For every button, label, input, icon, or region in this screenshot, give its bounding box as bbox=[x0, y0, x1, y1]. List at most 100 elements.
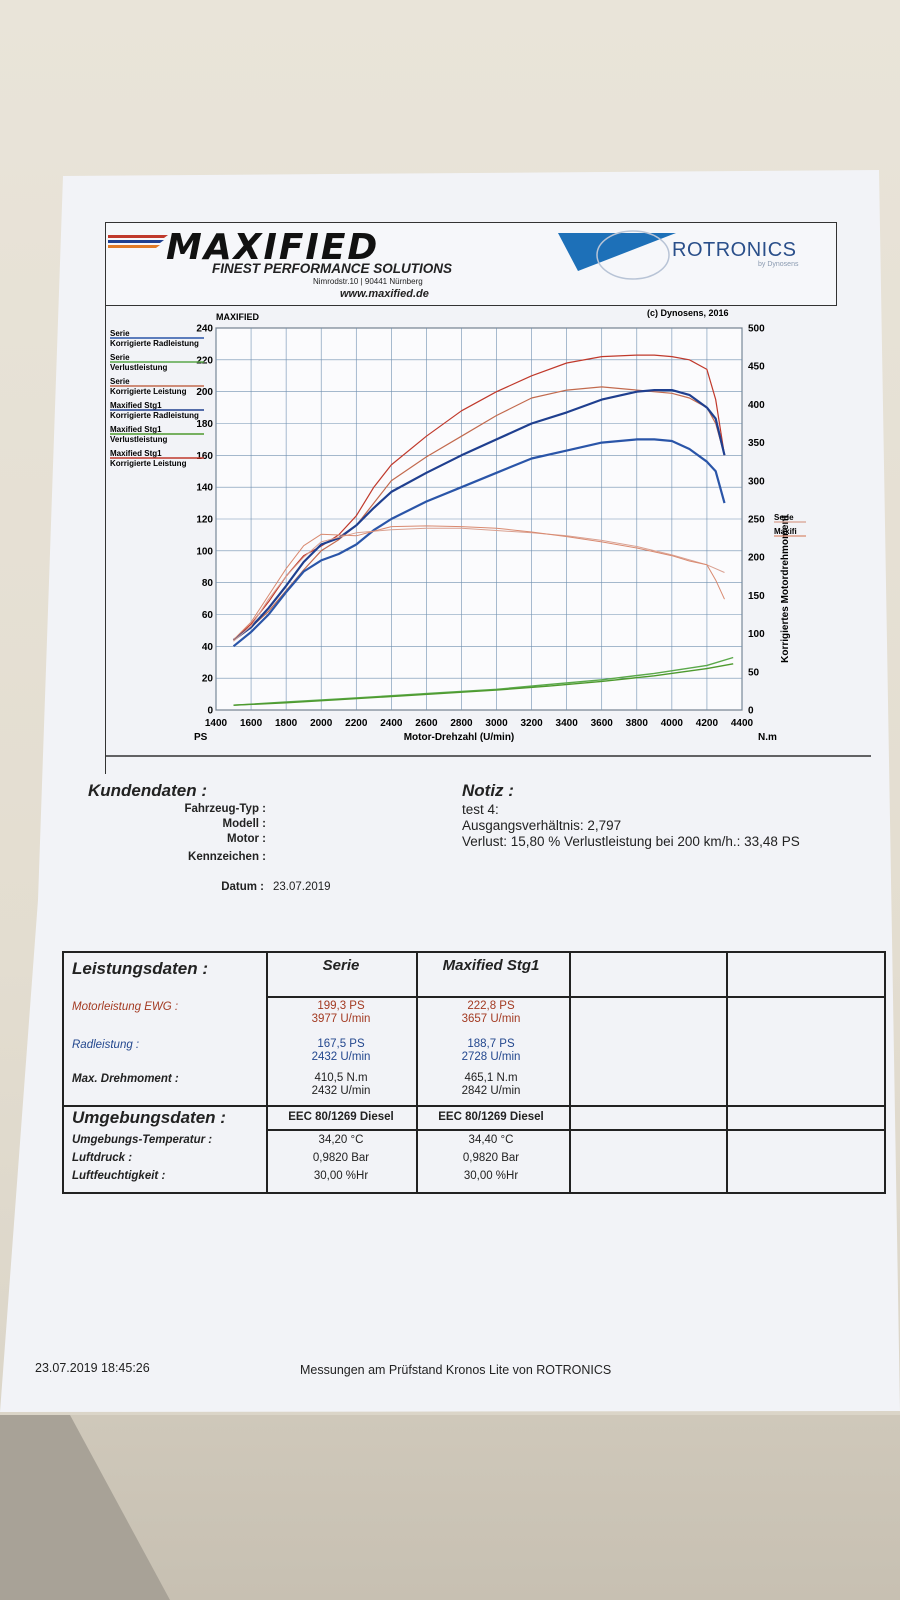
radleistung-serie: 167,5 PS 2432 U/min bbox=[311, 1038, 371, 1063]
x-tick-label: 4200 bbox=[696, 718, 719, 729]
x-tick-label: 4400 bbox=[731, 718, 754, 729]
notiz-line: test 4: bbox=[462, 802, 499, 817]
umgebungsdaten-title: Umgebungsdaten : bbox=[72, 1108, 226, 1127]
y-left-tick-label: 200 bbox=[196, 387, 213, 398]
legend-desc: Verlustleistung bbox=[110, 435, 167, 444]
modell-label: Modell : bbox=[222, 818, 266, 830]
y-left-tick-label: 40 bbox=[202, 642, 214, 653]
legend-right-name: Maxifi bbox=[774, 527, 797, 536]
y-right-tick-label: 50 bbox=[748, 667, 760, 678]
x-tick-label: 3400 bbox=[556, 718, 579, 729]
legend-desc: Verlustleistung bbox=[110, 363, 167, 372]
y-right-axis-label: Korrigiertes Motordrehmoment bbox=[780, 514, 791, 662]
notiz-title: Notiz : bbox=[462, 781, 514, 800]
rotronics-logo-icon bbox=[558, 230, 676, 280]
y-left-tick-label: 180 bbox=[196, 419, 213, 430]
luftdruck-stg1: 0,9820 Bar bbox=[462, 1152, 520, 1164]
y-left-tick-label: 240 bbox=[196, 324, 213, 335]
luftfeuchtigkeit-stg1: 30,00 %Hr bbox=[463, 1170, 519, 1182]
company-address: Nimrodstr.10 | 90441 Nürnberg bbox=[313, 277, 423, 286]
temperatur-label: Umgebungs-Temperatur : bbox=[72, 1134, 213, 1146]
motorleistung-stg1: 222,8 PS 3657 U/min bbox=[461, 1000, 521, 1025]
series-line-serie_rad bbox=[232, 438, 726, 648]
legend-desc: Korrigierte Radleistung bbox=[110, 411, 199, 420]
legend-desc: Korrigierte Leistung bbox=[110, 459, 187, 468]
y-right-tick-label: 400 bbox=[748, 400, 765, 411]
x-tick-label: 2400 bbox=[380, 718, 403, 729]
legend-desc: Korrigierte Leistung bbox=[110, 387, 187, 396]
temperatur-stg1: 34,40 °C bbox=[468, 1134, 514, 1146]
series-line-stg1_leistung bbox=[233, 354, 726, 641]
drehmoment-label: Max. Drehmoment : bbox=[72, 1073, 179, 1085]
motorleistung-serie: 199,3 PS 3977 U/min bbox=[311, 1000, 371, 1025]
luftdruck-serie: 0,9820 Bar bbox=[312, 1152, 370, 1164]
luftfeuchtigkeit-serie: 30,00 %Hr bbox=[313, 1170, 369, 1182]
datum-value: 23.07.2019 bbox=[273, 881, 331, 893]
x-tick-label: 1800 bbox=[275, 718, 298, 729]
radleistung-label: Radleistung : bbox=[72, 1039, 140, 1051]
legend-name: Serie bbox=[110, 377, 130, 386]
x-tick-label: 3200 bbox=[520, 718, 543, 729]
norm-serie: EEC 80/1269 Diesel bbox=[288, 1111, 394, 1123]
x-tick-label: 2800 bbox=[450, 718, 473, 729]
x-tick-label: 4000 bbox=[661, 718, 684, 729]
legend-name: Maxified Stg1 bbox=[110, 425, 162, 434]
col-stg1-header: Maxified Stg1 bbox=[442, 957, 540, 974]
y-right-tick-label: 0 bbox=[748, 706, 754, 717]
legend-name: Maxified Stg1 bbox=[110, 401, 162, 410]
y-right-tick-label: 250 bbox=[748, 515, 765, 526]
x-tick-label: 2000 bbox=[310, 718, 333, 729]
y-left-unit: PS bbox=[194, 732, 208, 743]
y-right-unit: N.m bbox=[758, 732, 777, 743]
legend-name: Serie bbox=[110, 329, 130, 338]
datum-label: Datum : bbox=[221, 881, 264, 893]
maxified-stripes-icon bbox=[108, 235, 168, 248]
motor-label: Motor : bbox=[227, 833, 266, 845]
logo-subtitle: FINEST PERFORMANCE SOLUTIONS bbox=[212, 261, 453, 276]
y-left-tick-label: 20 bbox=[202, 674, 214, 685]
chart-title: MAXIFIED bbox=[216, 312, 260, 322]
x-tick-label: 1400 bbox=[205, 718, 228, 729]
y-right-tick-label: 350 bbox=[748, 438, 765, 449]
series-line-stg1_torque bbox=[233, 525, 725, 641]
x-tick-label: 2600 bbox=[415, 718, 438, 729]
kennzeichen-label: Kennzeichen : bbox=[188, 851, 266, 863]
x-tick-label: 3600 bbox=[591, 718, 614, 729]
legend-desc: Korrigierte Radleistung bbox=[110, 339, 199, 348]
norm-stg1: EEC 80/1269 Diesel bbox=[438, 1111, 544, 1123]
rotronics-subtitle: by Dynosens bbox=[758, 261, 799, 268]
fahrzeug-typ-label: Fahrzeug-Typ : bbox=[184, 803, 266, 815]
x-axis-label: Motor-Drehzahl (U/min) bbox=[404, 732, 515, 743]
maxified-logo: MAXIFIED bbox=[166, 227, 380, 268]
notiz-line: Ausgangsverhältnis: 2,797 bbox=[462, 818, 622, 833]
rotronics-name: ROTRONICS bbox=[672, 239, 797, 261]
col-serie-header: Serie bbox=[322, 957, 360, 974]
y-left-tick-label: 140 bbox=[196, 483, 213, 494]
drehmoment-serie: 410,5 N.m 2432 U/min bbox=[311, 1072, 371, 1097]
y-right-tick-label: 200 bbox=[748, 553, 765, 564]
y-left-tick-label: 100 bbox=[196, 546, 213, 557]
y-right-tick-label: 100 bbox=[748, 629, 765, 640]
y-left-tick-label: 220 bbox=[196, 355, 213, 366]
chart-area: 1400 1600 1800 2000 2200 2400 2600 2800 3000 3200… bbox=[105, 304, 871, 774]
series-line-serie_verlust bbox=[233, 656, 734, 706]
series-line-serie_torque bbox=[233, 527, 725, 642]
x-tick-label: 3000 bbox=[485, 718, 508, 729]
legend-right-name: Serie bbox=[774, 513, 794, 522]
results-table: Leistungsdaten : Serie Maxified Stg1 Mot… bbox=[62, 951, 886, 1194]
luftdruck-label: Luftdruck : bbox=[72, 1152, 133, 1164]
y-left-tick-label: 60 bbox=[202, 610, 214, 621]
y-left-tick-label: 160 bbox=[196, 451, 213, 462]
y-left-tick-label: 80 bbox=[202, 578, 214, 589]
y-left-tick-label: 0 bbox=[207, 706, 213, 717]
motorleistung-label: Motorleistung EWG : bbox=[72, 1001, 179, 1013]
company-url: www.maxified.de bbox=[340, 288, 429, 300]
legend-name: Serie bbox=[110, 353, 130, 362]
legend-name: Maxified Stg1 bbox=[110, 449, 162, 458]
y-right-tick-label: 450 bbox=[748, 362, 765, 373]
series-line-stg1_verlust bbox=[233, 663, 734, 706]
drehmoment-stg1: 465,1 N.m 2842 U/min bbox=[461, 1072, 521, 1097]
report-header: MAXIFIED FINEST PERFORMANCE SOLUTIONS Ni… bbox=[105, 222, 837, 306]
series-line-stg1_rad bbox=[232, 388, 726, 641]
